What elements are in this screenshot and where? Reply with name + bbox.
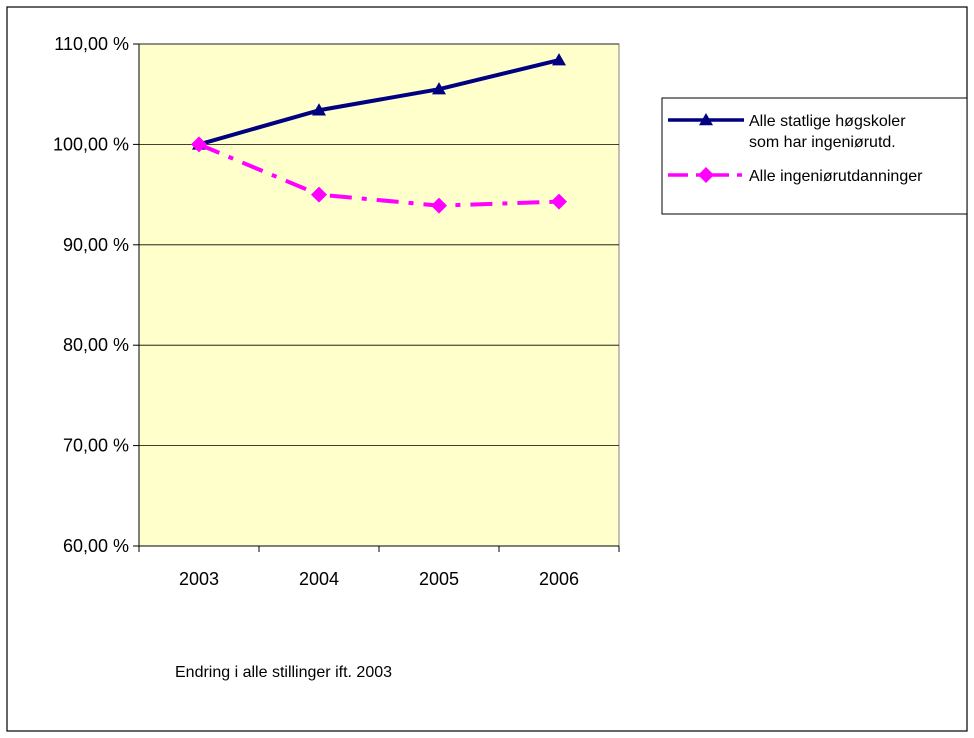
data-point xyxy=(432,82,446,95)
legend-marker xyxy=(698,167,714,183)
legend-label: Alle statlige høgskoler xyxy=(749,113,906,130)
gridlines xyxy=(139,43,619,447)
data-point xyxy=(191,136,207,153)
y-tick-label: 80,00 % xyxy=(63,335,129,355)
data-point xyxy=(552,53,566,66)
legend: Alle statlige høgskoler som har ingeniøru… xyxy=(661,97,968,215)
legend-label: Alle ingeniørutdanninger xyxy=(749,168,923,185)
x-tick-label: 2003 xyxy=(179,569,219,589)
y-tick-label: 60,00 % xyxy=(63,536,129,556)
legend-item: Alle statlige høgskoler som har ingeniøru… xyxy=(668,113,906,151)
chart-annotation: Endring i alle stillinger ift. 2003 xyxy=(175,664,392,681)
x-tick-label: 2004 xyxy=(299,569,339,589)
series-group xyxy=(191,136,567,214)
y-tick-label: 70,00 % xyxy=(63,436,129,456)
legend-marker xyxy=(699,113,713,126)
data-point xyxy=(431,197,447,214)
data-point xyxy=(312,103,326,116)
y-tick-label: 90,00 % xyxy=(63,235,129,255)
series xyxy=(191,53,567,214)
plot-area xyxy=(138,43,620,547)
y-tick-label: 110,00 % xyxy=(54,34,129,54)
legend-label: som har ingeniørutd. xyxy=(749,134,896,151)
y-tick-label: 100,00 % xyxy=(53,134,129,154)
legend-item: Alle ingeniørutdanninger xyxy=(668,167,923,185)
x-tick-label: 2006 xyxy=(539,569,579,589)
data-point xyxy=(551,193,567,210)
legend-box xyxy=(661,97,968,215)
series-line xyxy=(198,142,560,208)
series-line xyxy=(198,58,560,147)
data-point xyxy=(311,186,327,203)
axes: 60,00 % 70,00 % 80,00 % 90,00 % 100,00 % 110,… xyxy=(53,34,620,589)
x-tick-label: 2005 xyxy=(419,569,459,589)
